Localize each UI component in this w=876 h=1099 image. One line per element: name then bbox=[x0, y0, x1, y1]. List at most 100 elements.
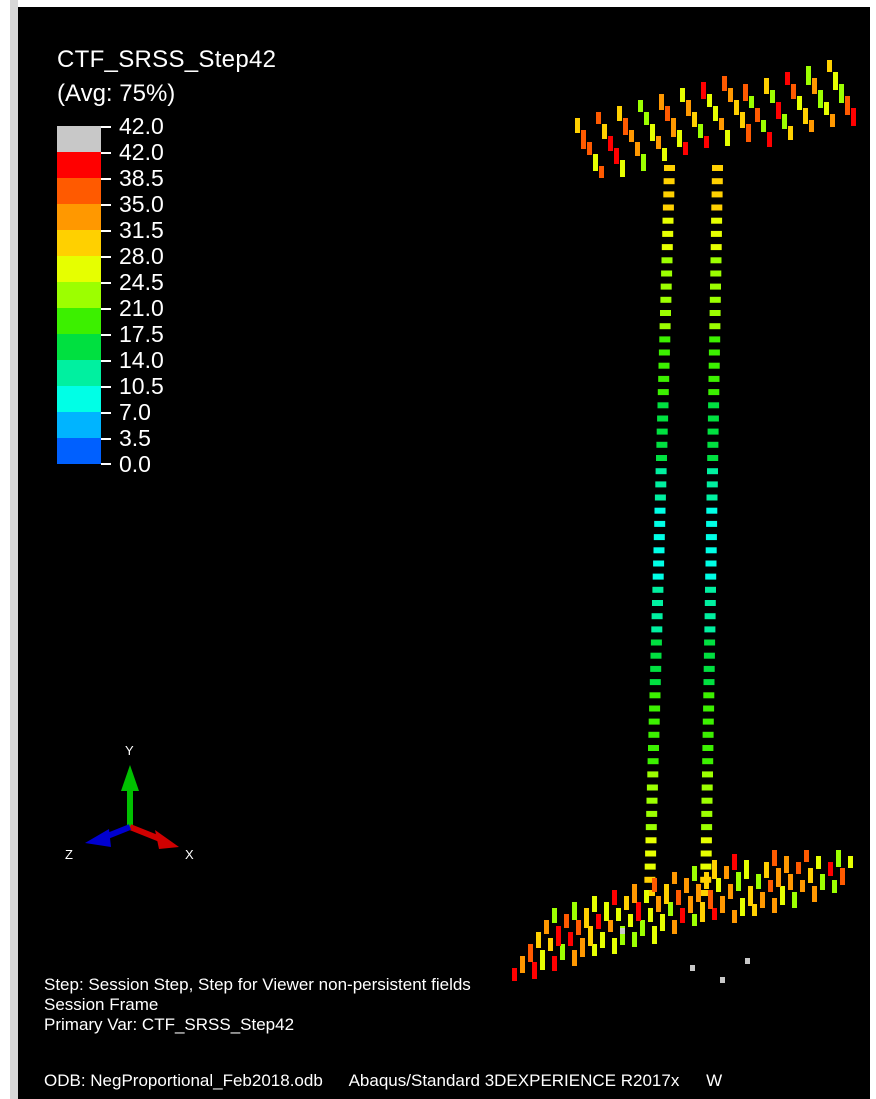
top-flange-marker bbox=[764, 78, 769, 94]
bottom-flange-marker bbox=[656, 896, 661, 912]
top-flange-marker bbox=[830, 114, 835, 127]
top-flange-marker bbox=[824, 102, 829, 115]
bottom-flange-marker bbox=[632, 932, 637, 947]
web-element-marker bbox=[710, 257, 722, 264]
bottom-flange-marker bbox=[612, 938, 617, 954]
web-element-marker bbox=[652, 586, 664, 593]
top-flange-marker bbox=[662, 148, 667, 161]
web-element-marker bbox=[662, 230, 674, 237]
legend-tick bbox=[101, 360, 111, 362]
web-element-marker bbox=[703, 679, 715, 686]
web-element-marker bbox=[658, 375, 670, 382]
web-element-marker bbox=[708, 402, 720, 409]
bottom-flange-marker bbox=[788, 874, 793, 890]
top-flange-marker bbox=[596, 112, 601, 124]
viewport-left-border bbox=[0, 0, 18, 1099]
web-element-marker bbox=[710, 230, 722, 237]
bottom-flange-marker bbox=[764, 862, 769, 878]
peak-marker bbox=[745, 958, 750, 964]
top-flange-marker bbox=[692, 112, 697, 127]
bottom-flange-marker bbox=[728, 884, 733, 899]
legend-swatch-9 bbox=[57, 360, 101, 386]
web-element-marker bbox=[650, 639, 662, 646]
bottom-flange-marker bbox=[672, 872, 677, 884]
top-flange-marker bbox=[782, 114, 787, 129]
top-flange-marker bbox=[776, 102, 781, 119]
web-element-marker bbox=[707, 441, 719, 448]
legend-label-11: 7.0 bbox=[119, 399, 151, 425]
web-element-marker bbox=[644, 863, 656, 870]
bottom-flange-marker bbox=[588, 926, 593, 946]
web-element-marker bbox=[646, 784, 658, 791]
legend-swatch-0 bbox=[57, 126, 101, 152]
x-axis-line bbox=[128, 824, 162, 842]
web-element-marker bbox=[664, 165, 675, 171]
bottom-flange-marker bbox=[616, 908, 621, 921]
legend-averaging: (Avg: 75%) bbox=[57, 80, 176, 107]
web-element-marker bbox=[709, 310, 721, 316]
bottom-flange-marker bbox=[552, 908, 557, 923]
bottom-flange-marker bbox=[592, 896, 597, 912]
legend-tick bbox=[101, 178, 111, 180]
bottom-flange-marker bbox=[716, 878, 721, 892]
top-flange-marker bbox=[680, 88, 685, 102]
bottom-flange-marker bbox=[556, 926, 561, 946]
web-element-marker bbox=[700, 837, 712, 844]
web-element-marker bbox=[707, 468, 718, 475]
bottom-flange-marker bbox=[628, 914, 633, 927]
web-element-marker bbox=[655, 481, 667, 488]
top-flange-marker bbox=[617, 106, 622, 121]
legend-tick bbox=[101, 152, 111, 154]
web-element-marker bbox=[657, 389, 669, 396]
top-flange-marker bbox=[839, 84, 844, 103]
bottom-flange-marker bbox=[808, 868, 813, 883]
bottom-flange-marker bbox=[688, 896, 693, 913]
web-element-marker bbox=[647, 758, 659, 765]
web-element-marker bbox=[705, 573, 717, 580]
top-flange-marker bbox=[635, 142, 640, 156]
legend-tick bbox=[101, 438, 111, 440]
web-element-marker bbox=[704, 613, 716, 620]
bottom-flange-marker bbox=[548, 938, 553, 951]
legend-label-9: 14.0 bbox=[119, 347, 164, 373]
web-element-marker bbox=[702, 771, 713, 778]
viewport-top-border bbox=[0, 0, 876, 7]
legend-tick bbox=[101, 463, 111, 465]
top-flange-marker bbox=[833, 72, 838, 90]
bottom-flange-marker bbox=[652, 878, 657, 892]
bottom-flange-marker bbox=[604, 902, 609, 921]
web-element-marker bbox=[653, 560, 665, 567]
bottom-flange-marker bbox=[680, 908, 685, 923]
web-element-marker bbox=[708, 375, 720, 382]
legend-swatch-10 bbox=[57, 386, 101, 412]
bottom-flange-marker bbox=[836, 850, 841, 867]
info-primary-var: Primary Var: CTF_SRSS_Step42 bbox=[44, 1015, 295, 1034]
bottom-flange-marker bbox=[744, 860, 749, 879]
bottom-flange-marker bbox=[544, 920, 549, 934]
web-element-marker bbox=[709, 336, 721, 343]
legend-label-0: 42.0 bbox=[119, 113, 164, 139]
web-element-marker bbox=[648, 745, 659, 751]
web-element-marker bbox=[707, 455, 719, 461]
top-flange-marker bbox=[740, 112, 745, 128]
top-flange-marker bbox=[797, 96, 802, 110]
top-flange-marker bbox=[707, 94, 712, 107]
web-element-marker bbox=[648, 718, 660, 725]
top-flange-marker bbox=[644, 112, 649, 125]
bottom-flange-marker bbox=[536, 932, 541, 948]
web-element-marker bbox=[711, 204, 723, 211]
web-element-marker bbox=[653, 547, 665, 554]
web-element-marker bbox=[704, 626, 716, 633]
legend-label-4: 31.5 bbox=[119, 217, 164, 243]
web-element-marker bbox=[663, 191, 675, 198]
bottom-flange-marker bbox=[596, 914, 601, 929]
web-element-marker bbox=[710, 270, 722, 277]
bottom-flange-marker bbox=[692, 914, 697, 926]
web-element-marker bbox=[649, 705, 661, 712]
web-element-marker bbox=[647, 771, 659, 778]
legend-tick bbox=[101, 126, 111, 128]
y-axis-arrow-icon bbox=[121, 765, 139, 791]
legend-title: CTF_SRSS_Step42 bbox=[57, 46, 277, 73]
